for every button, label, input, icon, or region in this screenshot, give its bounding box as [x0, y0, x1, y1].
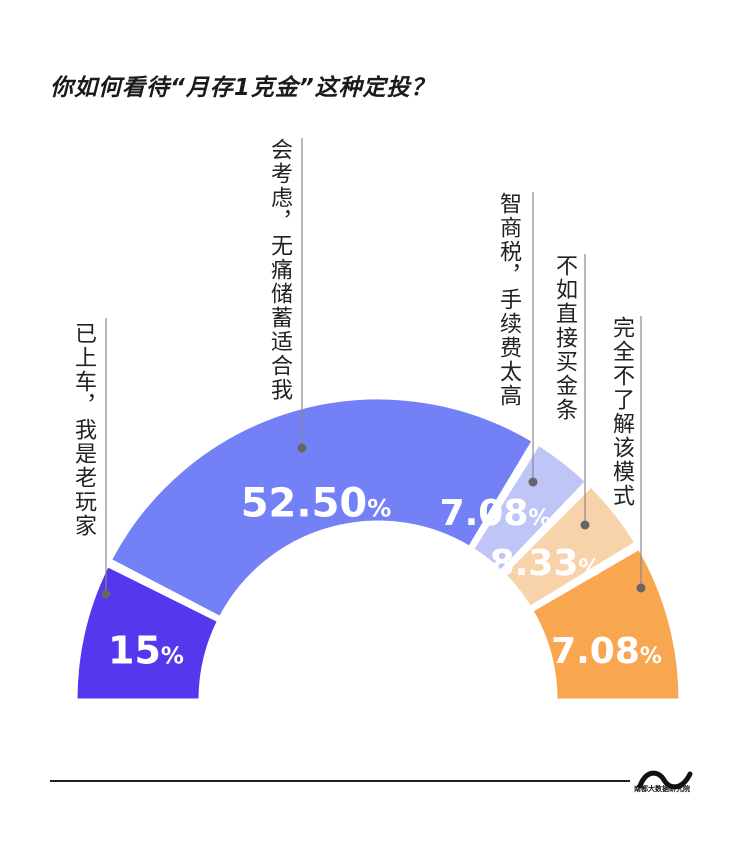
category-label-1: 已上车，我是老玩家	[71, 322, 96, 538]
category-label-4: 不如直接买金条	[552, 254, 577, 422]
data-label-1: 15%	[108, 629, 184, 673]
annotation-dot-2	[297, 443, 307, 453]
annotation-dot-3	[528, 477, 538, 487]
footer-divider	[50, 780, 630, 782]
annotation-dot-4	[580, 520, 590, 530]
data-label-5: 17.08%	[526, 631, 662, 672]
data-label-4: 8.33%	[490, 543, 601, 584]
pie-slice-4	[502, 484, 638, 609]
logo-text: 南都大数据研究院	[634, 785, 690, 793]
data-label-3: 7.08%	[440, 493, 551, 534]
annotation-dot-5	[636, 583, 646, 593]
pie-slice-1	[74, 564, 221, 702]
pie-slice-2	[108, 396, 535, 620]
annotation-dot-1	[101, 589, 111, 599]
data-label-2: 52.50%	[241, 480, 392, 526]
category-label-3: 智商税，手续费太高	[496, 192, 521, 408]
category-label-2: 会考虑，无痛储蓄适合我	[267, 138, 292, 402]
category-label-5: 完全不了解该模式	[609, 316, 634, 508]
chart-title: 你如何看待“月存1克金”这种定投？	[50, 75, 435, 101]
pie-slice-3	[471, 442, 588, 573]
wave-logo-icon	[637, 770, 693, 790]
